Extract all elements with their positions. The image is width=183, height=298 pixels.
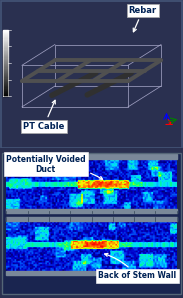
Bar: [3, 53, 8, 54]
Bar: [3, 73, 8, 74]
Bar: [3, 31, 8, 32]
Bar: [3, 33, 8, 34]
Bar: [6, 154, 177, 159]
Bar: [3, 62, 8, 63]
Bar: [3, 58, 8, 59]
Bar: [3, 47, 8, 49]
Bar: [3, 71, 8, 72]
Bar: [3, 46, 8, 47]
Bar: [3, 54, 8, 55]
Bar: [3, 55, 8, 56]
Bar: [3, 94, 8, 95]
Bar: [3, 75, 8, 76]
Bar: [3, 51, 8, 52]
Bar: [3, 72, 8, 73]
Bar: [3, 30, 8, 31]
Bar: [3, 61, 8, 62]
Bar: [3, 36, 8, 38]
Bar: [3, 65, 8, 66]
Text: Potentially Voided
Duct: Potentially Voided Duct: [6, 155, 103, 179]
Bar: [3, 76, 8, 77]
Bar: [3, 74, 8, 75]
Bar: [3, 38, 8, 40]
Bar: [3, 50, 8, 51]
Bar: [3, 32, 8, 33]
Bar: [3, 82, 8, 83]
Bar: [3, 40, 8, 41]
Bar: [3, 84, 8, 85]
Bar: [3, 89, 8, 90]
Bar: [3, 45, 8, 46]
Bar: [3, 90, 8, 91]
Bar: [3, 44, 8, 45]
Bar: [3, 83, 8, 84]
Bar: [3, 34, 8, 35]
Bar: [3, 70, 8, 71]
Bar: [3, 64, 8, 65]
Bar: [3, 81, 8, 82]
Bar: [3, 77, 8, 79]
Bar: [3, 85, 8, 86]
Bar: [3, 60, 8, 61]
Bar: [3, 56, 8, 58]
Bar: [3, 63, 8, 64]
Bar: [3, 42, 8, 43]
Bar: [3, 35, 8, 36]
Bar: [6, 209, 177, 213]
Text: Rebar: Rebar: [129, 6, 157, 32]
Text: PT Cable: PT Cable: [23, 100, 65, 131]
Bar: [3, 43, 8, 44]
Bar: [3, 88, 8, 89]
Bar: [3, 59, 8, 60]
Bar: [3, 79, 8, 80]
Bar: [3, 41, 8, 42]
Bar: [6, 271, 177, 275]
Bar: [3, 92, 8, 93]
Bar: [3, 86, 8, 88]
Bar: [3, 80, 8, 81]
Bar: [3, 95, 8, 97]
Bar: [6, 217, 177, 221]
Bar: [3, 66, 8, 68]
Bar: [3, 93, 8, 94]
Text: Back of Stem Wall: Back of Stem Wall: [98, 253, 176, 280]
Bar: [3, 52, 8, 53]
Bar: [3, 69, 8, 70]
Bar: [3, 68, 8, 69]
Bar: [3, 91, 8, 92]
Bar: [3, 49, 8, 50]
